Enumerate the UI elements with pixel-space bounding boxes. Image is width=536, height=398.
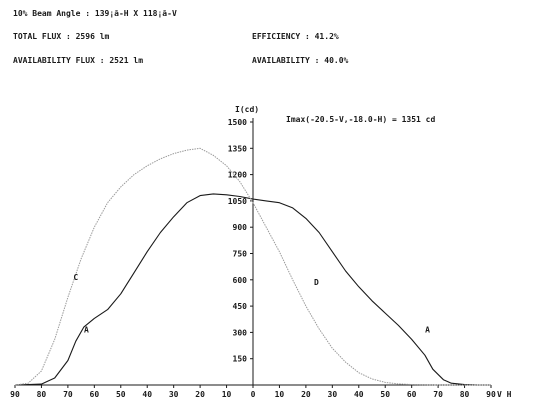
chart-series (14, 147, 491, 386)
y-tick-label: 1200 (228, 171, 247, 180)
x-tick-label: 90 (10, 390, 20, 398)
x-tick-label: 60 (407, 390, 417, 398)
x-ticks: 90 80 70 60 50 40 30 20 10 0 10 20 30 40 50 60 70 80 90 (10, 385, 496, 398)
x-tick-label: 30 (169, 390, 179, 398)
x-tick-label: 70 (63, 390, 73, 398)
y-tick-label: 1050 (228, 197, 247, 206)
x-tick-label: 70 (433, 390, 443, 398)
availability-text: AVAILABILITY : 40.0% (252, 56, 349, 65)
series-line-c (14, 147, 491, 386)
availability-flux-text: AVAILABILITY FLUX : 2521 lm (13, 56, 144, 65)
y-tick-label: 150 (233, 355, 248, 364)
y-tick-label: 750 (233, 250, 248, 259)
series-line-a (14, 193, 491, 386)
x-tick-label: 20 (195, 390, 205, 398)
y-tick-label: 600 (233, 276, 248, 285)
x-tick-label: 10 (222, 390, 232, 398)
x-tick-label: 40 (142, 390, 152, 398)
series-label-a: A (425, 325, 430, 334)
imax-annotation: Imax(-20.5-V,-18.0-H) = 1351 cd (286, 115, 435, 124)
x-tick-label: 80 (460, 390, 470, 398)
series-label-a: A (84, 325, 89, 334)
series-label-d: D (314, 278, 319, 287)
series-label-c: C (73, 273, 78, 282)
y-axis-label: I(cd) (235, 105, 259, 114)
y-tick-label: 300 (233, 328, 248, 337)
efficiency-text: EFFICIENCY : 41.2% (252, 32, 339, 41)
x-tick-label: 90 (486, 390, 496, 398)
x-tick-label: 50 (116, 390, 126, 398)
x-tick-label: 10 (275, 390, 285, 398)
x-tick-label: 40 (354, 390, 364, 398)
x-tick-label: 60 (90, 390, 100, 398)
x-tick-label: 50 (380, 390, 390, 398)
y-tick-label: 900 (233, 223, 248, 232)
x-tick-label: 20 (301, 390, 311, 398)
y-tick-label: 1500 (228, 118, 247, 127)
series-labels: A A C D (73, 273, 430, 335)
x-tick-label: 80 (37, 390, 47, 398)
x-axis-label: V H (497, 390, 512, 398)
y-tick-label: 450 (233, 302, 248, 311)
y-ticks: 150 300 450 600 750 900 1050 1200 1350 1500 (228, 118, 253, 364)
total-flux-text: TOTAL FLUX : 2596 lm (13, 32, 110, 41)
chart-axes (15, 118, 491, 386)
y-tick-label: 1350 (228, 144, 247, 153)
x-tick-label: 0 (251, 390, 256, 398)
x-tick-label: 30 (328, 390, 338, 398)
beam-angle-text: 10% Beam Angle : 139¡ã-H X 118¡ã-V (13, 9, 177, 18)
